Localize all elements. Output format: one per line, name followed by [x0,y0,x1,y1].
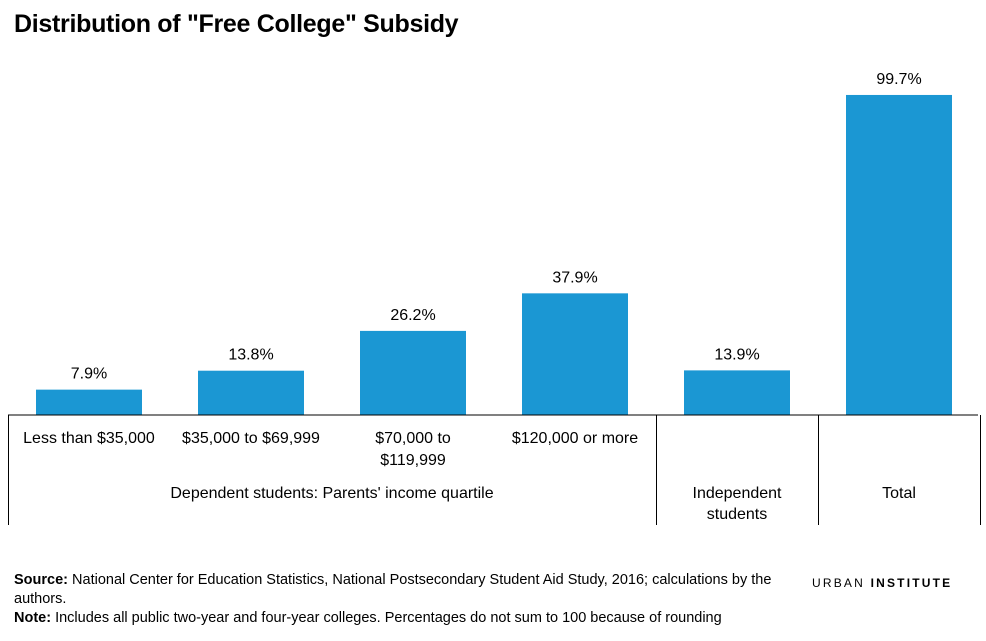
group-label-2-line-2: students [707,506,767,523]
x-tick-label-4: $120,000 or more [512,430,638,447]
value-label-6: 99.7% [876,71,921,88]
note-text: Includes all public two-year and four-ye… [55,610,722,626]
bar-5 [684,370,790,415]
footer: Source: National Center for Education St… [14,571,804,628]
bar-6 [846,94,952,415]
x-tick-label-1: Less than $35,000 [23,430,155,447]
value-label-3: 26.2% [390,307,435,324]
bar-3 [360,330,466,415]
x-tick-label-2: $35,000 to $69,999 [182,430,320,447]
group-label-1: Dependent students: Parents' income quar… [170,485,493,502]
bar-2 [198,370,304,415]
group-label-3: Total [882,485,916,502]
value-label-4: 37.9% [552,269,597,286]
chart-title: Distribution of "Free College" Subsidy [14,10,459,38]
note: Note: Includes all public two-year and f… [14,609,804,628]
bar-chart: 7.9% 13.8% 26.2% 37.9% 13.9% 99.7% Less than $… [8,71,981,525]
bar-4 [522,293,628,415]
group-label-2-line-1: Independent [693,485,783,502]
urban-institute-logo: URBAN INSTITUTE [812,576,953,590]
source-text: National Center for Education Statistics… [14,572,772,607]
bar-1 [36,389,142,415]
x-tick-label-3-line-1: $70,000 to [375,430,451,447]
value-label-2: 13.8% [228,347,273,364]
source-label: Source: [14,572,68,588]
x-tick-label-3-line-2: $119,999 [380,452,446,469]
value-label-1: 7.9% [71,366,107,383]
value-label-5: 13.9% [714,346,759,363]
note-label: Note: [14,610,52,626]
source-note: Source: National Center for Education St… [14,571,804,609]
